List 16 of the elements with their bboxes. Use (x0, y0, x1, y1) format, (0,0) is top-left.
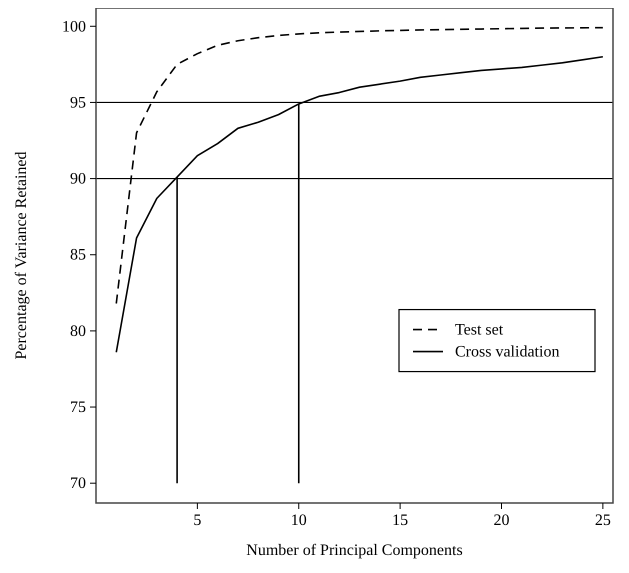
y-tick-label: 100 (62, 18, 86, 36)
y-tick-label: 70 (70, 475, 86, 492)
x-tick-label: 20 (493, 512, 510, 529)
y-tick-label: 90 (70, 170, 86, 188)
y-tick-label: 95 (70, 94, 86, 112)
legend-label: Test set (455, 322, 504, 339)
legend-label: Cross validation (455, 344, 560, 361)
x-axis-title: Number of Principal Components (246, 542, 463, 559)
y-tick-label: 80 (70, 322, 86, 340)
y-tick-label: 85 (70, 246, 86, 264)
x-tick-label: 10 (290, 512, 307, 529)
x-tick-label: 5 (193, 512, 202, 529)
y-axis-title: Percentage of Variance Retained (13, 151, 30, 360)
x-tick-label: 25 (594, 512, 611, 529)
x-tick-label: 15 (392, 512, 408, 529)
y-tick-label: 75 (70, 399, 86, 416)
